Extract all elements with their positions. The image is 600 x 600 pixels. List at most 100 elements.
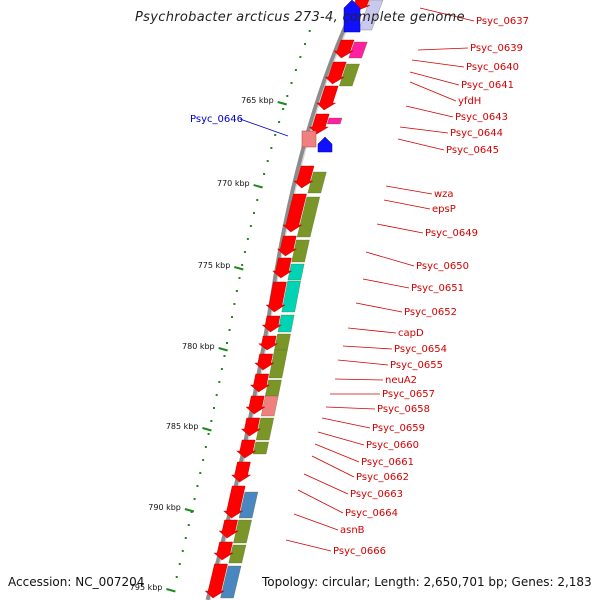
ruler-dot <box>187 524 190 526</box>
ruler-dot <box>303 43 306 45</box>
cog-block <box>255 417 274 441</box>
ruler-label: 785 kbp <box>166 422 199 431</box>
cog-block <box>233 519 252 544</box>
cog-block <box>220 565 242 599</box>
gene-arrow-forward <box>316 85 339 111</box>
label-leader-line <box>239 118 289 137</box>
label-leader-line <box>417 47 469 51</box>
ruler-dot <box>213 407 216 409</box>
gene-arrow-forward <box>265 281 287 313</box>
cog-block <box>274 333 291 351</box>
label-leader-line <box>334 378 384 381</box>
ruler-dot <box>282 108 285 110</box>
ruler-dot <box>210 420 213 422</box>
gene-label: Psyc_0645 <box>446 145 499 156</box>
gene-arrow-forward <box>276 235 298 257</box>
gene-block-reverse <box>301 130 317 148</box>
gene-label: Psyc_0654 <box>394 344 447 355</box>
gene-arrow-forward <box>213 541 234 561</box>
genes-value: 2,183 <box>557 575 592 589</box>
gene-arrow-forward <box>240 417 262 437</box>
gene-label: Psyc_0649 <box>425 228 478 239</box>
cog-block <box>265 379 282 397</box>
ruler-tick <box>253 184 263 189</box>
ruler-dot <box>223 355 226 357</box>
ruler-tick <box>202 427 212 432</box>
label-leader-line <box>337 359 389 366</box>
ruler-dot <box>243 251 246 253</box>
gene-label-layer: Psyc_0637 Psyc_0639 Psyc_0640 Psyc_0641 yfdH… <box>190 7 529 557</box>
ruler-dot <box>238 277 241 279</box>
label-leader-line <box>321 417 371 429</box>
accession-info: Accession: NC_007204 <box>8 575 144 589</box>
gene-label: wza <box>434 189 454 200</box>
ruler-tick <box>234 266 244 271</box>
gene-label: Psyc_0657 <box>382 389 435 400</box>
cog-block <box>260 395 279 417</box>
gene-arrow-forward <box>308 113 330 135</box>
ruler-dot <box>249 225 252 227</box>
gene-label: Psyc_0661 <box>361 457 414 468</box>
gene-label: Psyc_0640 <box>466 62 519 73</box>
accession-label: Accession: <box>8 575 72 589</box>
ruler-dot <box>193 498 196 500</box>
gene-arrow-forward <box>245 395 266 415</box>
gene-label: Psyc_0658 <box>377 404 430 415</box>
ruler-dot <box>184 537 187 539</box>
gene-label: Psyc_0646 <box>190 114 243 125</box>
gene-arrow-forward <box>333 39 355 59</box>
ruler-dot <box>294 69 297 71</box>
gene-label: Psyc_0652 <box>404 307 457 318</box>
ruler-tick <box>184 508 195 513</box>
gene-arrow-forward <box>218 519 239 539</box>
ruler-dot <box>202 459 205 461</box>
ruler-dot <box>226 342 229 344</box>
cog-block <box>268 349 288 379</box>
gene-label: Psyc_0659 <box>372 423 425 434</box>
cog-block <box>358 0 384 31</box>
topology-label: Topology: <box>262 575 319 589</box>
ruler-dot <box>220 368 223 370</box>
map-title: Psychrobacter arcticus 273-4, complete g… <box>135 10 465 25</box>
ruler-dot <box>308 30 311 32</box>
ruler-dot <box>286 95 289 97</box>
ruler-dot <box>233 303 236 305</box>
gene-label: yfdH <box>458 96 481 107</box>
gene-label: epsP <box>432 204 456 215</box>
ruler-dot <box>207 433 210 435</box>
gene-arrow-forward <box>231 461 252 483</box>
ruler-label: 775 kbp <box>198 261 231 270</box>
gene-arrow-forward <box>293 165 315 189</box>
cog-block <box>228 544 247 564</box>
gene-arrow-reverse <box>343 0 361 33</box>
label-leader-line <box>376 223 424 234</box>
ruler-dot <box>181 550 184 552</box>
label-leader-line <box>317 431 365 446</box>
ruler-label: 770 kbp <box>217 179 250 188</box>
gene-label: Psyc_0651 <box>411 283 464 294</box>
ruler-dot <box>274 134 277 136</box>
ruler-dot <box>230 316 233 318</box>
ruler-dot <box>290 82 293 84</box>
ruler-dot <box>241 264 244 266</box>
label-leader-line <box>293 513 339 531</box>
ruler-dot <box>263 173 266 175</box>
cog-block <box>281 280 301 313</box>
gene-arrow-forward <box>204 563 228 599</box>
gene-arrow-forward <box>282 193 307 233</box>
ruler-label: 765 kbp <box>241 96 274 105</box>
gene-arrow-forward <box>261 315 282 333</box>
label-leader-line <box>385 185 433 195</box>
gene-label: Psyc_0655 <box>390 360 443 371</box>
ruler-dot <box>278 121 281 123</box>
ruler-dot <box>246 238 249 240</box>
gene-label: Psyc_0664 <box>345 508 398 519</box>
label-leader-line <box>362 278 410 289</box>
ruler-dot <box>196 485 199 487</box>
gene-label: Psyc_0660 <box>366 440 419 451</box>
gene-arrow-forward <box>272 257 293 279</box>
label-leader-line <box>314 443 360 463</box>
ruler-label: 780 kbp <box>182 342 215 351</box>
gene-label: Psyc_0662 <box>356 472 409 483</box>
